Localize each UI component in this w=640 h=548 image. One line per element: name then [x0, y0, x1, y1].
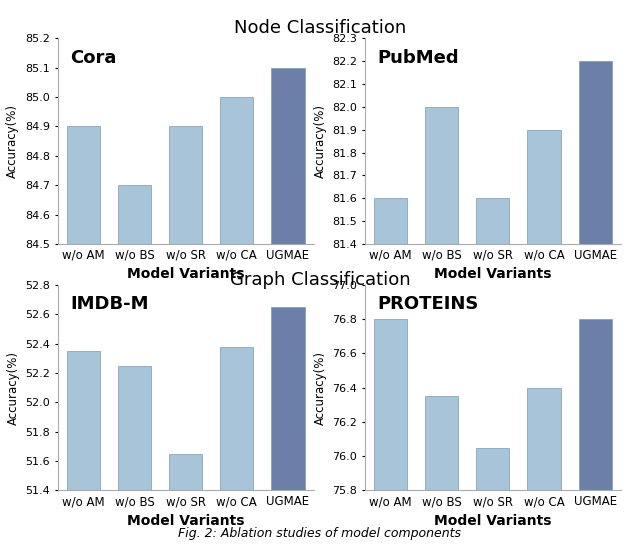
- Bar: [118, 366, 151, 548]
- X-axis label: Model Variants: Model Variants: [434, 514, 552, 528]
- Bar: [579, 61, 612, 548]
- Text: PubMed: PubMed: [378, 49, 460, 67]
- Bar: [527, 387, 561, 548]
- Bar: [220, 346, 253, 548]
- Y-axis label: Accuracy(%): Accuracy(%): [6, 104, 19, 178]
- Text: Node Classification: Node Classification: [234, 19, 406, 37]
- Bar: [425, 396, 458, 548]
- Bar: [374, 319, 407, 548]
- Bar: [527, 130, 561, 548]
- X-axis label: Model Variants: Model Variants: [127, 514, 244, 528]
- Bar: [169, 127, 202, 548]
- Bar: [271, 307, 305, 548]
- Bar: [374, 198, 407, 548]
- Bar: [476, 448, 509, 548]
- Bar: [67, 351, 100, 548]
- Bar: [425, 107, 458, 548]
- Bar: [169, 454, 202, 548]
- Bar: [579, 319, 612, 548]
- Bar: [220, 97, 253, 548]
- Bar: [476, 198, 509, 548]
- Text: IMDB-M: IMDB-M: [70, 295, 149, 313]
- Y-axis label: Accuracy(%): Accuracy(%): [6, 351, 20, 425]
- Text: Graph Classification: Graph Classification: [230, 271, 410, 289]
- Y-axis label: Accuracy(%): Accuracy(%): [314, 104, 326, 178]
- Bar: [271, 68, 305, 548]
- Bar: [67, 127, 100, 548]
- Bar: [118, 185, 151, 548]
- Text: Fig. 2: Ablation studies of model components: Fig. 2: Ablation studies of model compon…: [179, 527, 461, 540]
- Text: Cora: Cora: [70, 49, 116, 67]
- Y-axis label: Accuracy(%): Accuracy(%): [314, 351, 327, 425]
- X-axis label: Model Variants: Model Variants: [127, 267, 244, 281]
- Text: PROTEINS: PROTEINS: [378, 295, 479, 313]
- X-axis label: Model Variants: Model Variants: [434, 267, 552, 281]
